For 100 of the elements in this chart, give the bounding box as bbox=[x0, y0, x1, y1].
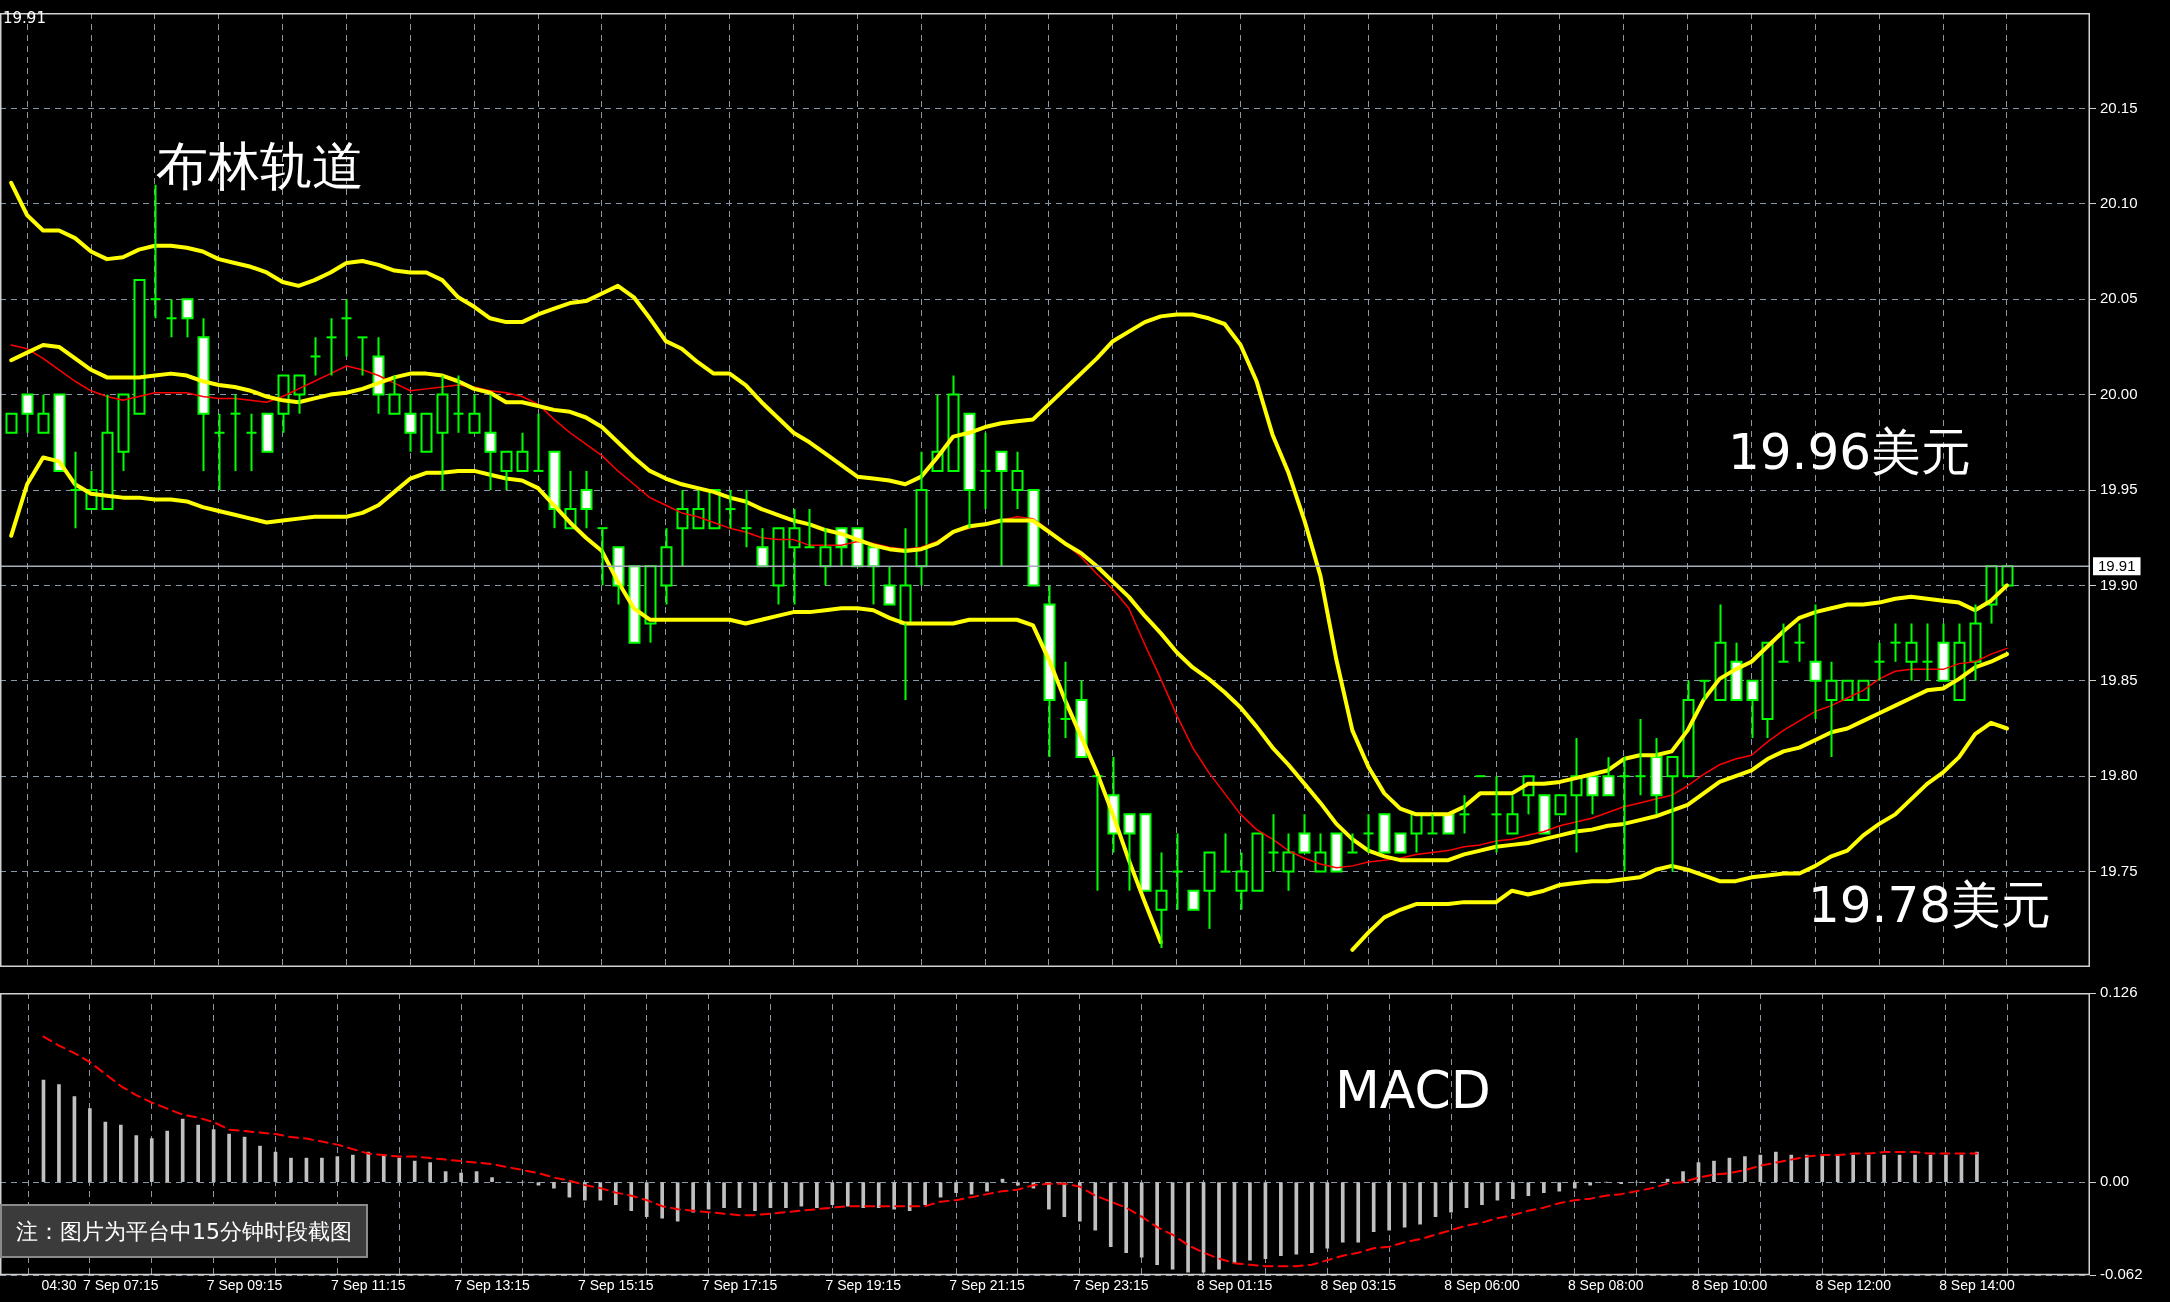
x-tick-label: 8 Sep 08:00 bbox=[1567, 1277, 1644, 1294]
y-tick-label: 19.75 bbox=[2100, 861, 2138, 879]
bar bbox=[1835, 1154, 1840, 1182]
bar bbox=[815, 1182, 819, 1208]
bar bbox=[428, 1162, 432, 1182]
bar bbox=[923, 1182, 927, 1205]
bar bbox=[1217, 1182, 1221, 1270]
bar bbox=[552, 1182, 556, 1189]
bar bbox=[1449, 1182, 1453, 1213]
bar bbox=[830, 1182, 835, 1205]
x-tick-label: 7 Sep 07:15 bbox=[83, 1277, 159, 1294]
x-tick-label: 7 Sep 17:15 bbox=[701, 1277, 778, 1294]
x-tick-label: 7 Sep 13:15 bbox=[454, 1277, 530, 1294]
bar bbox=[861, 1182, 866, 1208]
bar bbox=[660, 1182, 665, 1219]
y-tick-label: 0.00 bbox=[2100, 1172, 2130, 1190]
bar bbox=[1572, 1182, 1577, 1189]
bar bbox=[490, 1177, 494, 1182]
bar bbox=[1387, 1182, 1391, 1231]
x-tick-label: 8 Sep 12:00 bbox=[1815, 1277, 1892, 1294]
candlestick bbox=[1777, 622, 1790, 663]
bar bbox=[644, 1182, 649, 1217]
bar bbox=[196, 1124, 200, 1182]
candlestick bbox=[596, 527, 609, 587]
candlestick bbox=[803, 508, 816, 549]
x-tick-label: 7 Sep 23:15 bbox=[1072, 1277, 1149, 1294]
bar bbox=[985, 1182, 989, 1192]
y-tick-label: 19.80 bbox=[2100, 766, 2138, 784]
bar bbox=[1139, 1182, 1144, 1258]
bar bbox=[1789, 1154, 1794, 1182]
bar bbox=[1279, 1182, 1283, 1257]
bar bbox=[1356, 1182, 1361, 1243]
bar bbox=[1774, 1151, 1778, 1182]
candlestick bbox=[1426, 813, 1439, 835]
bar bbox=[118, 1124, 123, 1182]
bar bbox=[629, 1182, 634, 1211]
x-tick-label: 8 Sep 10:00 bbox=[1691, 1277, 1768, 1294]
bar bbox=[1186, 1182, 1190, 1273]
y-tick-label: 19.95 bbox=[2100, 480, 2138, 498]
x-tick-label: 7 Sep 19:15 bbox=[825, 1277, 902, 1294]
bar bbox=[1820, 1154, 1825, 1182]
bar bbox=[459, 1172, 463, 1182]
bar bbox=[381, 1154, 386, 1182]
ref-line-label: 19.91 bbox=[2098, 557, 2136, 575]
candlestick bbox=[1698, 679, 1711, 701]
bar bbox=[1155, 1182, 1159, 1266]
x-tick-label: 8 Sep 06:00 bbox=[1444, 1277, 1520, 1294]
annotation: 注：图片为平台中15分钟时段截图 bbox=[0, 1204, 368, 1259]
bar bbox=[57, 1084, 61, 1182]
annotation: 19.96美元 bbox=[1728, 423, 1972, 481]
x-tick-label: 7 Sep 21:15 bbox=[949, 1277, 1025, 1294]
x-tick-label: 7 Sep 11:15 bbox=[331, 1277, 406, 1294]
bar bbox=[1882, 1154, 1886, 1182]
y-tick-label: 20.10 bbox=[2100, 193, 2138, 211]
bar bbox=[1108, 1182, 1113, 1248]
bar bbox=[691, 1182, 695, 1213]
bar bbox=[1975, 1151, 1979, 1182]
bar bbox=[876, 1182, 881, 1208]
bar bbox=[1913, 1154, 1917, 1182]
bar bbox=[753, 1182, 757, 1211]
x-tick-label: 8 Sep 01:15 bbox=[1196, 1277, 1273, 1294]
bar bbox=[1371, 1182, 1376, 1232]
line-series bbox=[42, 1035, 1978, 1268]
candlestick bbox=[1219, 832, 1232, 873]
bar bbox=[1681, 1171, 1685, 1182]
bar bbox=[134, 1135, 139, 1182]
bar bbox=[180, 1118, 185, 1182]
bar bbox=[258, 1145, 262, 1182]
bar bbox=[397, 1157, 402, 1182]
bar bbox=[1743, 1156, 1747, 1182]
x-tick-label: 8 Sep 03:15 bbox=[1320, 1277, 1397, 1294]
y-tick-label: -0.062 bbox=[2100, 1265, 2143, 1283]
bar bbox=[165, 1130, 170, 1182]
bar bbox=[412, 1160, 417, 1182]
y-tick-label: 19.90 bbox=[2100, 575, 2138, 593]
bar bbox=[1093, 1182, 1098, 1231]
candlestick bbox=[532, 412, 545, 472]
bar bbox=[722, 1182, 726, 1208]
bar bbox=[366, 1151, 371, 1182]
bar bbox=[1944, 1154, 1948, 1182]
bar bbox=[954, 1182, 958, 1193]
bar bbox=[1418, 1182, 1422, 1225]
bar bbox=[1542, 1182, 1546, 1193]
x-tick-label: 8 Sep 14:00 bbox=[1939, 1277, 2015, 1294]
x-tick-label: 04:30 bbox=[41, 1277, 77, 1294]
bar bbox=[845, 1182, 850, 1207]
y-tick-label: 0.126 bbox=[2100, 983, 2138, 1001]
y-tick-label: 19.85 bbox=[2100, 670, 2138, 688]
bar bbox=[227, 1133, 231, 1182]
bar bbox=[1804, 1154, 1809, 1182]
bar bbox=[892, 1182, 897, 1210]
bar bbox=[1047, 1182, 1051, 1210]
bar bbox=[1077, 1182, 1082, 1222]
bar bbox=[784, 1182, 788, 1208]
bar bbox=[1557, 1182, 1562, 1192]
candlestick bbox=[1346, 832, 1359, 854]
bar bbox=[1480, 1182, 1484, 1205]
bar bbox=[1511, 1182, 1515, 1199]
bar bbox=[613, 1182, 618, 1205]
bar bbox=[351, 1154, 355, 1182]
